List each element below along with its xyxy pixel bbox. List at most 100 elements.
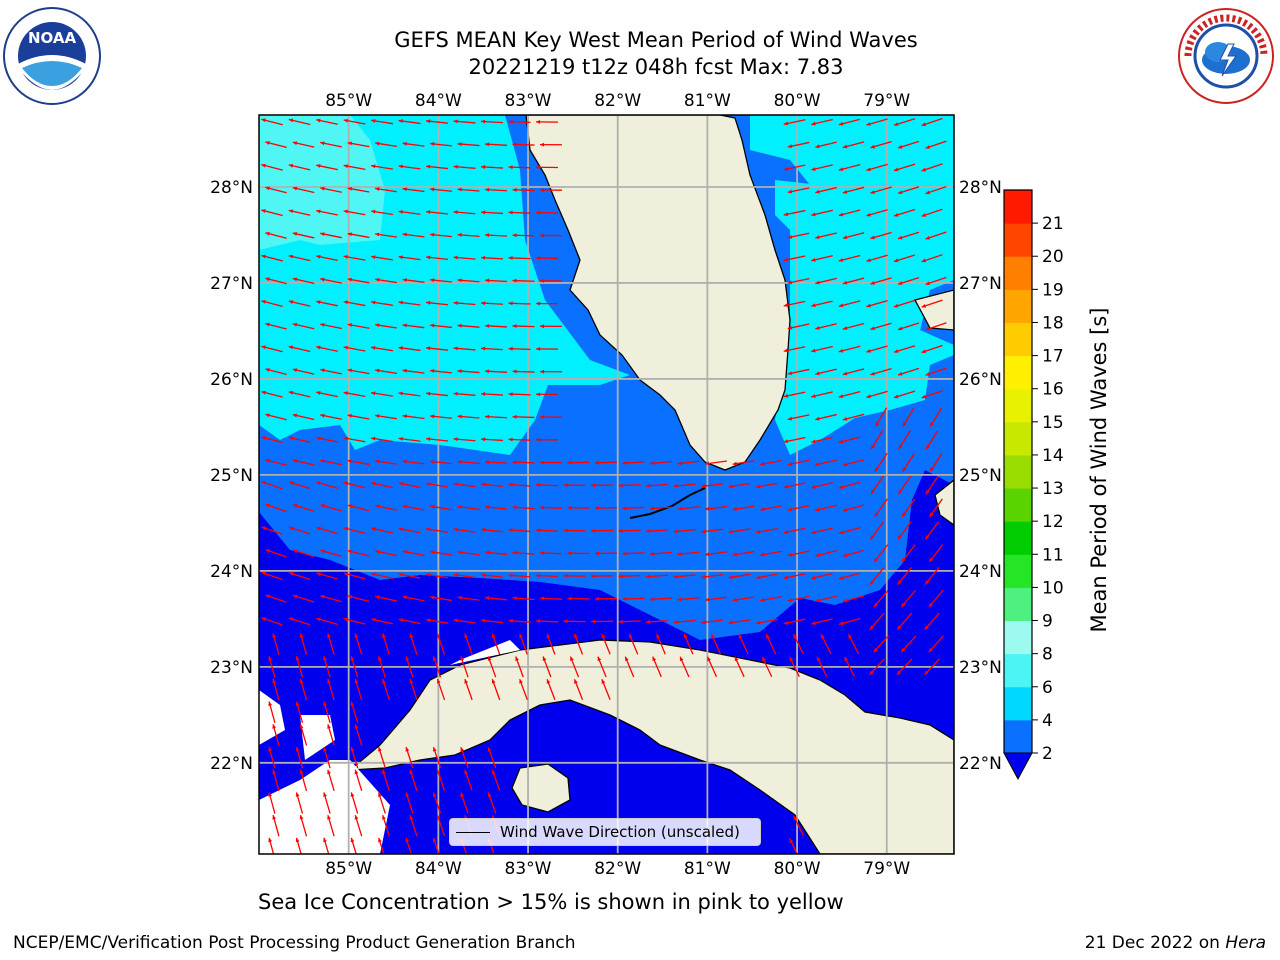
colorbar-segment	[1004, 388, 1032, 423]
wind-wave-arrowhead	[756, 575, 761, 580]
wind-wave-arrowhead	[540, 551, 545, 555]
lon-tick-label-bottom: 83°W	[505, 859, 552, 879]
wind-wave-arrowhead	[898, 281, 903, 285]
colorbar-segment	[1004, 554, 1032, 588]
wind-wave-arrowhead	[842, 280, 848, 285]
lon-tick-label-top: 85°W	[325, 91, 372, 111]
colorbar-segment	[1004, 686, 1032, 721]
wind-wave-arrowhead	[292, 232, 298, 236]
wind-wave-arrowhead	[783, 484, 789, 489]
wind-wave-arrowhead	[728, 620, 733, 625]
wind-wave-arrowhead	[536, 392, 541, 397]
wind-wave-arrowhead	[487, 747, 492, 752]
land-andros	[934, 479, 954, 526]
wind-wave-arrowhead	[316, 118, 321, 123]
wind-wave-arrowhead	[873, 647, 878, 653]
wind-wave-arrowhead	[540, 278, 545, 283]
wind-wave-arrowhead	[563, 619, 568, 624]
wind-wave-arrowhead	[485, 278, 490, 283]
lon-tick-label-top: 84°W	[415, 91, 462, 111]
wind-wave-arrowhead	[481, 346, 486, 351]
colorbar-segment	[1004, 488, 1032, 522]
wind-wave-arrowhead	[870, 371, 875, 376]
wind-wave-arrowhead	[347, 277, 353, 282]
wind-wave-arrowhead	[295, 837, 300, 843]
wind-wave-arrowhead	[457, 142, 462, 147]
wind-wave-arrowhead	[327, 769, 331, 775]
wind-wave-arrowhead	[371, 118, 376, 123]
wind-wave-arrowhead	[375, 595, 380, 600]
wind-wave-arrowhead	[261, 526, 267, 531]
wind-wave-arrowhead	[320, 368, 325, 373]
wind-wave-arrowhead	[288, 254, 294, 259]
map-title: GEFS MEAN Key West Mean Period of Wind W…	[394, 28, 918, 52]
wind-wave-arrowhead	[563, 483, 568, 488]
wind-wave-arrowhead	[926, 444, 930, 450]
wind-wave-arrowhead	[842, 416, 848, 421]
wind-wave-arrowhead	[409, 679, 414, 684]
wind-wave-arrowhead	[289, 572, 294, 576]
florida-keys	[629, 487, 706, 519]
wind-wave-arrowhead	[677, 461, 682, 466]
wind-wave-arrowhead	[618, 483, 623, 488]
wind-wave-arrowhead	[481, 255, 486, 260]
wind-wave-arrowhead	[783, 530, 789, 534]
wind-wave-arrowhead	[902, 467, 907, 472]
wind-wave-arrowhead	[268, 837, 273, 843]
wind-wave-arrowhead	[426, 527, 431, 532]
wind-wave-arrowhead	[347, 368, 353, 373]
wind-wave-arrowhead	[546, 679, 551, 684]
wind-wave-arrowhead	[460, 656, 465, 661]
wind-wave-arrowhead	[574, 633, 578, 639]
wind-wave-arrowhead	[871, 444, 875, 450]
wind-wave-arrowhead	[811, 121, 816, 126]
wind-wave-arrowhead	[320, 323, 325, 327]
wind-wave-arrowhead	[343, 617, 349, 622]
wind-wave-arrowhead	[893, 349, 899, 353]
wind-wave-arrowhead	[901, 557, 906, 563]
wind-wave-arrowhead	[371, 255, 376, 260]
wind-wave-arrowhead	[811, 439, 816, 444]
wind-wave-arrowhead	[320, 504, 325, 508]
wind-wave-arrowhead	[705, 597, 710, 602]
wind-wave-arrowhead	[453, 573, 458, 578]
wind-wave-arrowhead	[371, 300, 376, 305]
wind-wave-arrowhead	[460, 792, 465, 798]
wind-wave-arrowhead	[464, 679, 469, 684]
colorbar-tick-label: 11	[1042, 545, 1064, 565]
wind-wave-arrowhead	[783, 121, 789, 126]
wind-wave-arrowhead	[595, 596, 600, 601]
wind-wave-arrowhead	[595, 551, 600, 556]
wind-wave-arrowhead	[508, 301, 513, 306]
wind-wave-arrowhead	[453, 346, 458, 351]
wind-wave-arrowhead	[485, 505, 490, 510]
wind-wave-arrowhead	[815, 235, 820, 240]
wind-wave-arrowhead	[787, 280, 793, 285]
wind-wave-arrowhead	[457, 459, 462, 464]
colorbar-tick-label: 14	[1042, 446, 1064, 466]
wind-wave-arrowhead	[430, 595, 435, 600]
wind-wave-arrowhead	[512, 233, 517, 238]
wind-wave-arrowhead	[870, 580, 875, 585]
wind-wave-arrowhead	[650, 506, 655, 511]
wind-wave-arrowhead	[677, 597, 682, 602]
wind-wave-arrowhead	[838, 167, 844, 172]
wind-wave-arrowhead	[426, 618, 431, 623]
wind-wave-arrowhead	[652, 656, 657, 662]
wind-wave-arrowhead	[316, 572, 321, 576]
wind-wave-arrowhead	[343, 118, 349, 123]
wind-wave-arrowhead	[316, 617, 321, 622]
wind-wave-arrowhead	[320, 549, 325, 554]
wind-wave-arrowhead	[371, 572, 376, 577]
wind-wave-arrowhead	[426, 346, 431, 351]
wind-wave-arrowhead	[728, 575, 733, 579]
wind-wave-arrowhead	[398, 119, 403, 124]
wind-wave-arrowhead	[838, 303, 844, 308]
wind-wave-arrowhead	[536, 301, 541, 306]
wind-wave-arrowhead	[870, 144, 875, 149]
colorbar-tick-label: 12	[1042, 512, 1064, 532]
wind-wave-arrowhead	[924, 625, 929, 630]
wind-wave-arrowhead	[925, 535, 930, 540]
noaa-logo-icon: NOAA	[2, 6, 102, 110]
wind-wave-arrowhead	[591, 528, 596, 533]
